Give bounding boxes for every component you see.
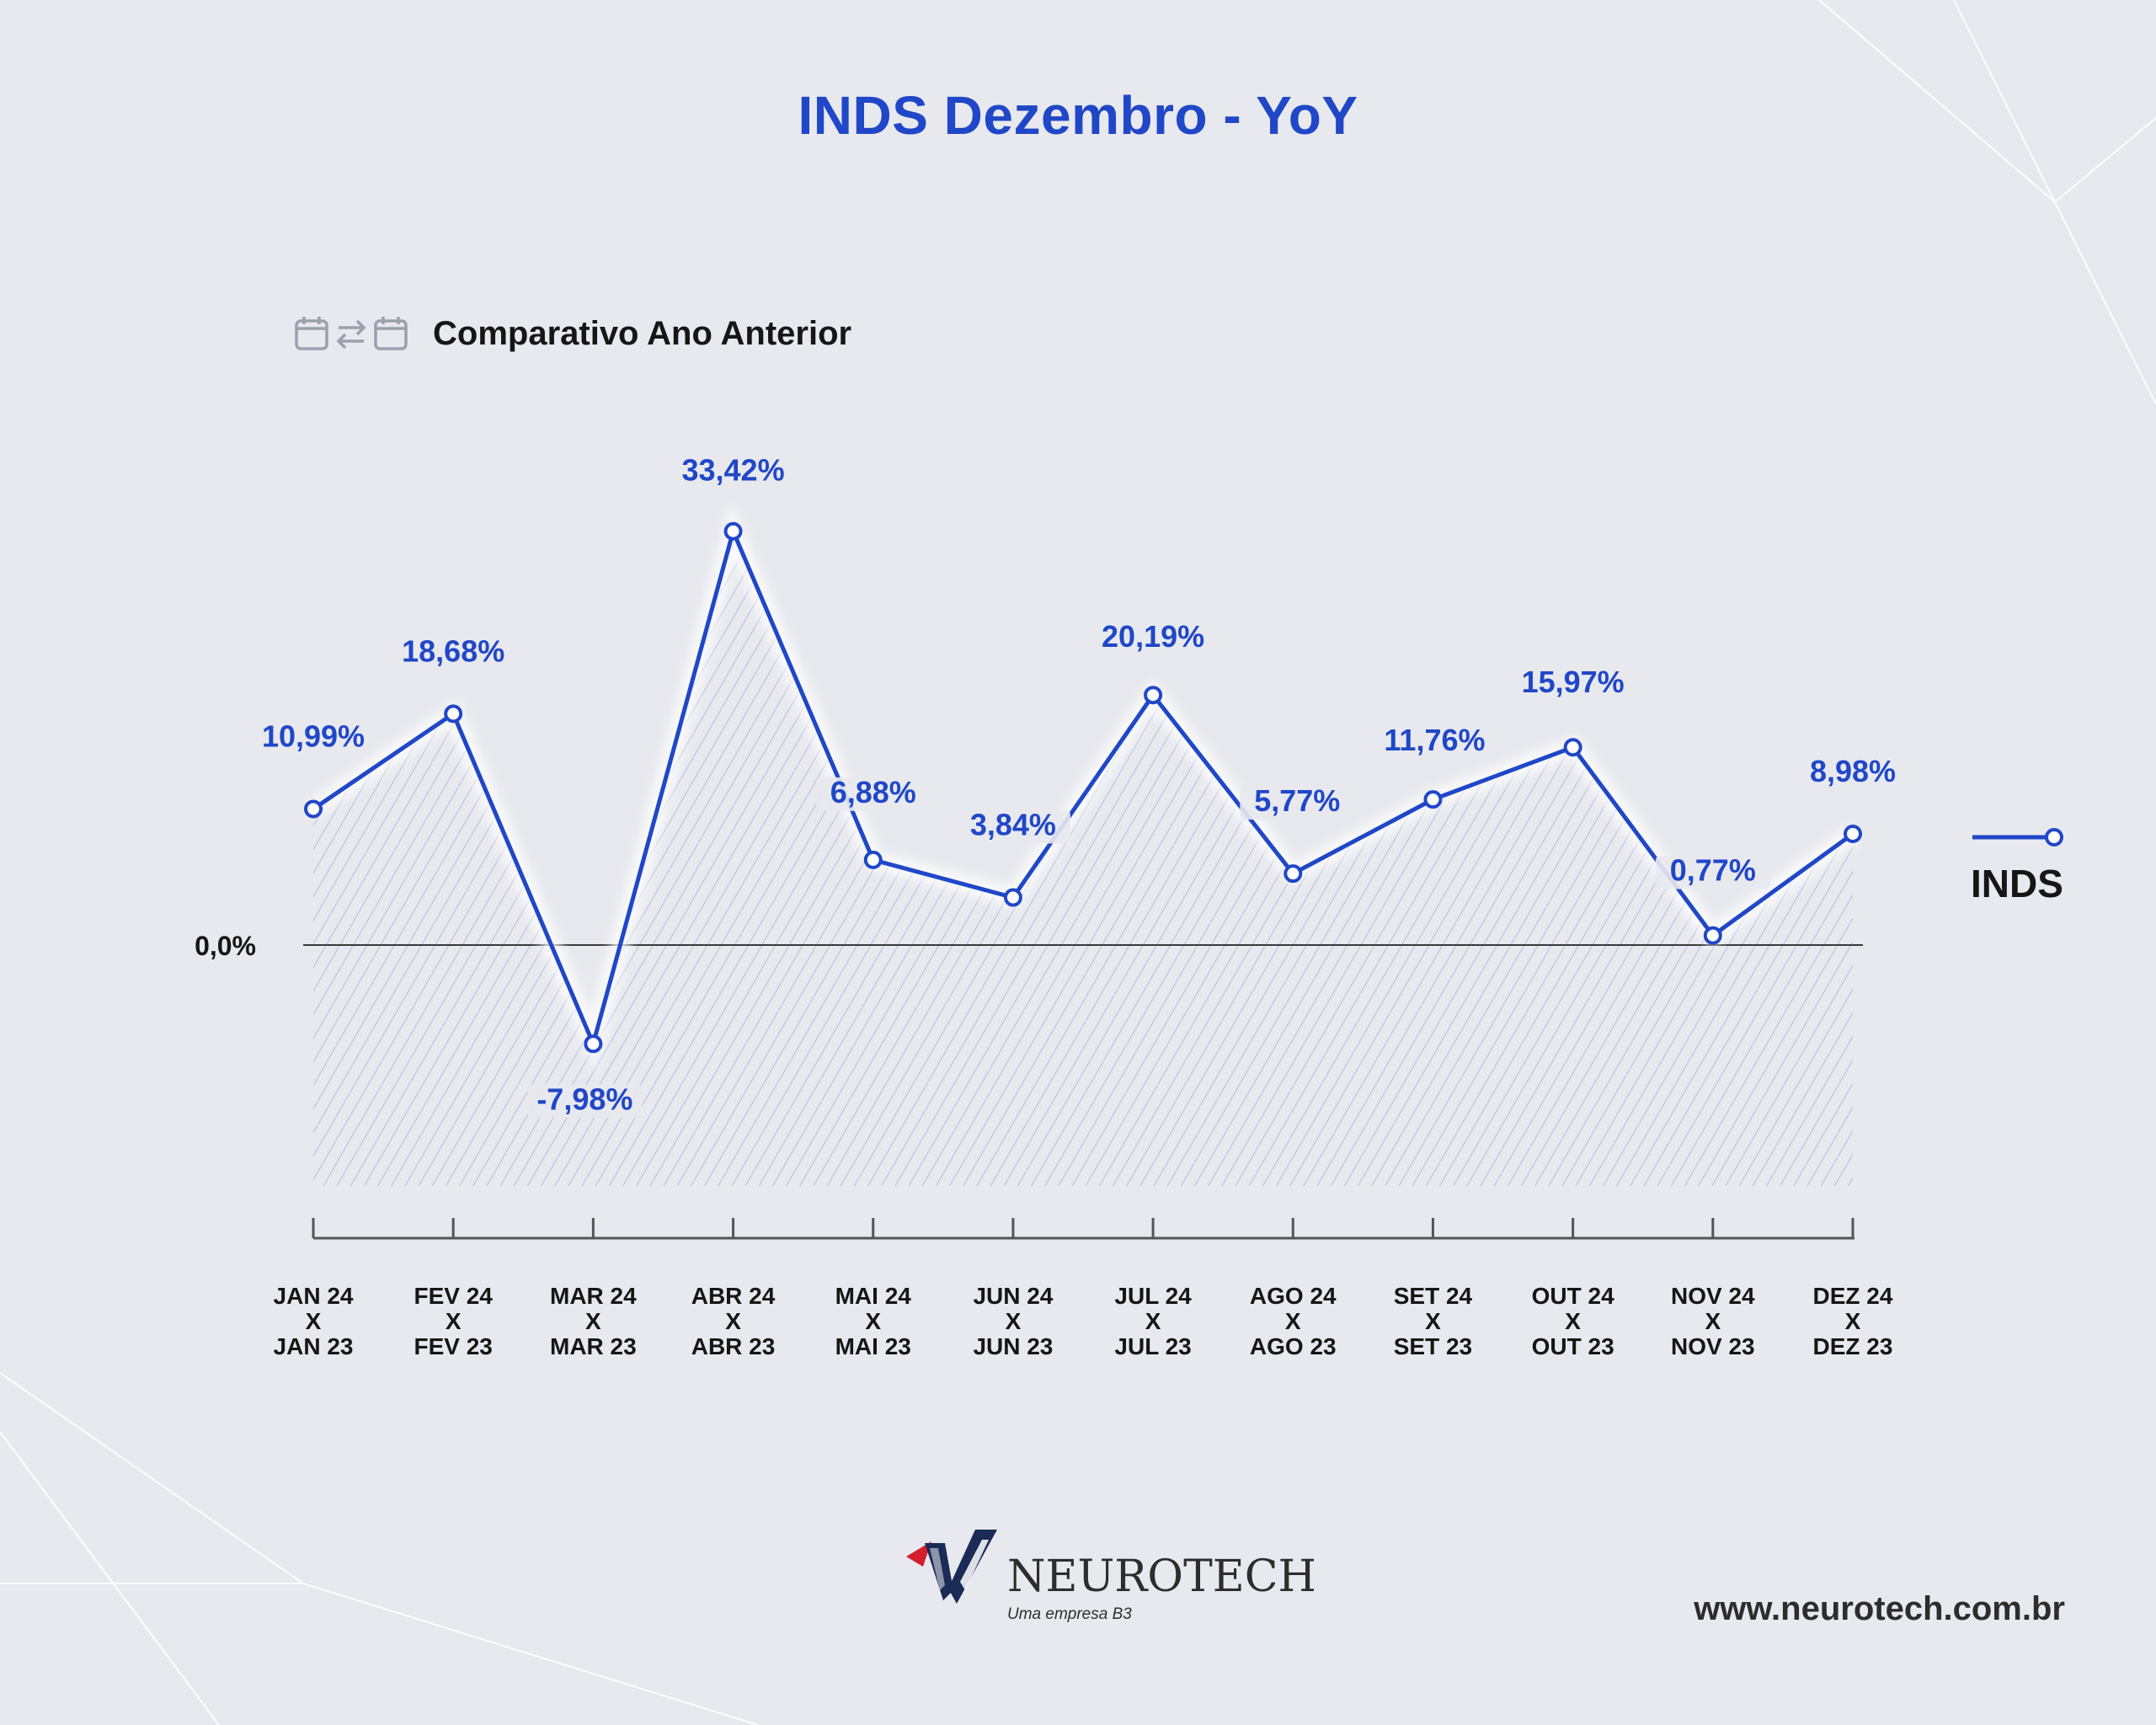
data-label-bg — [1096, 622, 1211, 656]
data-label-bg — [815, 777, 931, 811]
footer-logo — [905, 1523, 1258, 1632]
data-point — [723, 521, 743, 541]
x-tick-label: SET 24 — [1394, 1283, 1473, 1309]
data-label-bg — [396, 636, 511, 670]
page-title: INDS Dezembro - YoY — [798, 85, 1358, 146]
x-tick-label: X — [1565, 1308, 1581, 1334]
data-point — [1283, 864, 1303, 884]
x-tick-label: NOV 23 — [1671, 1333, 1755, 1359]
x-tick-label: FEV 24 — [414, 1283, 493, 1309]
x-tick-label: X — [446, 1308, 462, 1334]
x-tick-label: SET 23 — [1394, 1333, 1472, 1359]
calendar-icon — [295, 317, 328, 350]
data-label-bg — [675, 455, 791, 489]
x-tick-label: JUN 24 — [973, 1283, 1053, 1309]
footer-url[interactable]: www.neurotech.com.br — [1694, 1590, 2065, 1627]
data-label: 3,84% — [970, 808, 1056, 842]
x-tick-label: ABR 23 — [691, 1333, 776, 1359]
data-label: 11,76% — [1384, 723, 1485, 757]
x-tick-label: X — [1425, 1308, 1441, 1334]
data-point — [444, 704, 463, 724]
x-tick-label: X — [865, 1308, 881, 1334]
x-tick-label: JUL 24 — [1114, 1283, 1192, 1309]
x-tick-label: X — [306, 1308, 322, 1334]
data-label: 15,97% — [1522, 665, 1625, 699]
data-point — [1423, 790, 1443, 809]
chart-subtitle: Comparativo Ano Anterior — [433, 314, 852, 352]
x-tick-label: JAN 23 — [274, 1333, 354, 1359]
x-tick-label: AGO 24 — [1250, 1283, 1337, 1309]
x-tick-label: MAI 24 — [835, 1283, 912, 1309]
data-label-bg — [527, 1084, 643, 1119]
x-tick-label: MAI 23 — [835, 1333, 911, 1359]
chart-subtitle-row: Comparativo Ano Anterior — [293, 310, 851, 357]
area-fill — [313, 531, 1853, 1186]
data-label-bg — [1377, 725, 1492, 760]
x-tick-label: X — [1705, 1308, 1721, 1334]
calendar-icon — [374, 317, 408, 350]
data-label-bg — [1515, 667, 1630, 702]
data-point — [1144, 686, 1163, 705]
footer-brand: NEUROTECH — [1007, 1551, 1316, 1602]
data-label: 5,77% — [1254, 783, 1340, 818]
data-label: -7,98% — [536, 1081, 632, 1116]
data-label: 18,68% — [402, 633, 504, 668]
x-tick-label: OUT 24 — [1532, 1283, 1614, 1309]
x-tick-label: NOV 24 — [1671, 1283, 1755, 1309]
data-label: 8,98% — [1810, 754, 1896, 788]
data-label: 10,99% — [262, 718, 365, 753]
data-point — [1844, 824, 1862, 843]
x-tick-label: DEZ 24 — [1813, 1283, 1893, 1309]
data-label-bg — [256, 721, 371, 756]
footer-tagline: Uma empresa B3 — [1007, 1605, 1132, 1623]
x-tick-label: JUL 23 — [1114, 1333, 1191, 1359]
data-label: 0,77% — [1670, 853, 1756, 888]
zero-axis-label: 0,0% — [195, 931, 256, 961]
neurotech-logo-icon — [906, 1530, 997, 1604]
x-tick-label: X — [725, 1308, 741, 1334]
data-point — [584, 1034, 603, 1054]
subtitle-icon-group — [293, 315, 409, 352]
x-tick-label: X — [1285, 1308, 1301, 1334]
x-tick-label: X — [1845, 1308, 1861, 1334]
x-tick-label: JUN 23 — [973, 1333, 1053, 1359]
x-tick-label: FEV 23 — [414, 1333, 492, 1359]
x-tick-label: X — [585, 1308, 601, 1334]
data-point — [863, 850, 883, 869]
x-tick-label: X — [1145, 1308, 1161, 1334]
x-tick-label: X — [1006, 1308, 1022, 1334]
legend-label: INDS — [1971, 862, 2063, 905]
x-tick-label: OUT 23 — [1532, 1333, 1614, 1359]
legend-line-marker — [1972, 828, 2063, 846]
data-label: 6,88% — [830, 775, 916, 809]
x-tick-label: ABR 24 — [691, 1283, 776, 1309]
data-point — [1703, 926, 1722, 945]
data-label-bg — [955, 809, 1070, 844]
series-line-inds — [312, 525, 1854, 1050]
data-point — [304, 799, 323, 819]
x-tick-label: DEZ 23 — [1813, 1333, 1893, 1359]
x-tick-label: AGO 23 — [1250, 1333, 1337, 1359]
x-tick-label: JAN 24 — [274, 1283, 354, 1309]
data-label: 33,42% — [681, 453, 784, 488]
data-point — [1003, 888, 1022, 907]
data-label: 20,19% — [1102, 619, 1204, 654]
x-tick-label: MAR 24 — [550, 1283, 637, 1309]
data-label-bg — [1240, 786, 1355, 820]
x-tick-label: MAR 23 — [550, 1333, 637, 1359]
data-label-bg — [1655, 855, 1770, 889]
data-point — [1563, 738, 1582, 757]
data-label-bg — [1796, 756, 1910, 790]
swap-arrows-icon — [336, 319, 366, 350]
